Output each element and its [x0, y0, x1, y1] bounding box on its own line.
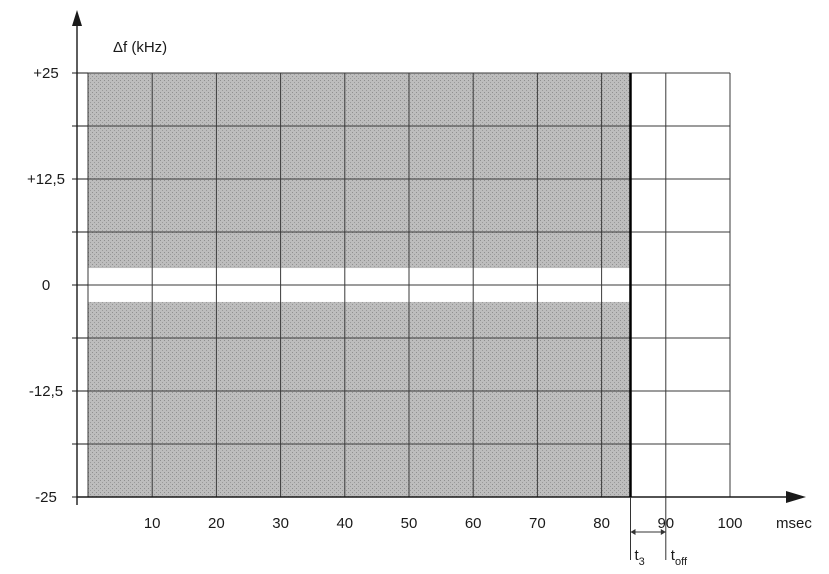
marker-arrow-right	[660, 529, 666, 535]
y-tick-label-3: -12,5	[29, 383, 63, 400]
x-tick-label-40: 40	[336, 515, 353, 532]
y-axis-label: Δf (kHz)	[113, 39, 167, 56]
x-tick-label-10: 10	[144, 515, 161, 532]
shaded-region-0	[88, 73, 631, 269]
y-tick-label-0: +25	[33, 65, 58, 82]
x-tick-label-70: 70	[529, 515, 546, 532]
y-tick-label-4: -25	[35, 489, 57, 506]
shaded-region-1	[88, 301, 631, 497]
x-axis-arrow	[786, 491, 806, 503]
x-tick-label-50: 50	[401, 515, 418, 532]
axes	[72, 10, 806, 505]
y-tick-label-2: 0	[42, 277, 50, 294]
x-axis-label: msec	[776, 515, 812, 532]
x-tick-label-100: 100	[717, 515, 742, 532]
marker-label-toff: toff	[671, 547, 688, 568]
shaded-regions	[88, 73, 631, 497]
x-tick-label-80: 80	[593, 515, 610, 532]
marker-label-t3: t3	[634, 547, 644, 568]
time-markers: t3 toff	[629, 73, 688, 568]
x-tick-label-20: 20	[208, 515, 225, 532]
tick-labels: 10 20 30 40 50 60 70 80 90 100 +25 +12,5 0 -12,5 -25	[27, 65, 743, 532]
x-tick-label-30: 30	[272, 515, 289, 532]
y-tick-label-1: +12,5	[27, 171, 65, 188]
x-tick-label-90: 90	[657, 515, 674, 532]
marker-arrow-left	[630, 529, 636, 535]
y-axis-arrow	[72, 10, 82, 26]
x-tick-label-60: 60	[465, 515, 482, 532]
